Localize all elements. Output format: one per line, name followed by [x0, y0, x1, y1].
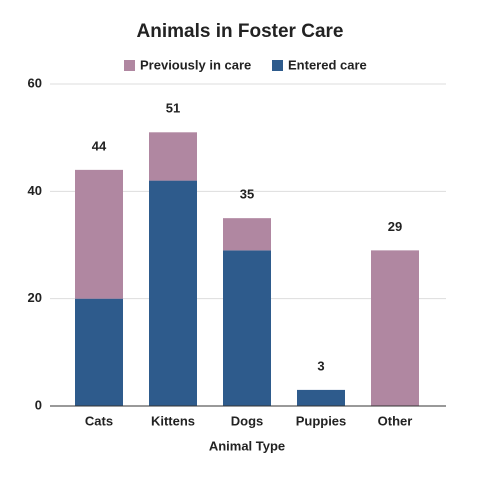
bar-segment: [149, 132, 197, 181]
y-tick-label: 0: [35, 397, 42, 412]
bar-segment: [75, 169, 123, 299]
y-tick-label: 60: [28, 75, 42, 90]
bar-segment: [75, 298, 123, 406]
total-label: 3: [317, 358, 324, 373]
x-tick-label: Kittens: [151, 413, 195, 428]
x-tick-label: Puppies: [296, 413, 347, 428]
y-tick-label: 20: [28, 290, 42, 305]
total-label: 44: [92, 138, 107, 153]
total-label: 51: [166, 101, 180, 116]
x-tick-label: Other: [378, 413, 413, 428]
legend-swatch: [272, 60, 283, 71]
y-tick-label: 40: [28, 183, 42, 198]
legend-label: Previously in care: [140, 57, 251, 72]
total-label: 35: [240, 187, 254, 202]
bar-segment: [149, 180, 197, 406]
legend-swatch: [124, 60, 135, 71]
bar-segment: [297, 389, 345, 406]
legend-label: Entered care: [288, 57, 367, 72]
x-tick-label: Cats: [85, 413, 113, 428]
total-label: 29: [388, 219, 402, 234]
bar-segment: [371, 250, 419, 406]
bar-segment: [223, 250, 271, 406]
bar-segment: [223, 218, 271, 251]
x-tick-label: Dogs: [231, 413, 264, 428]
chart-title: Animals in Foster Care: [137, 21, 344, 42]
x-axis-title: Animal Type: [209, 438, 285, 453]
